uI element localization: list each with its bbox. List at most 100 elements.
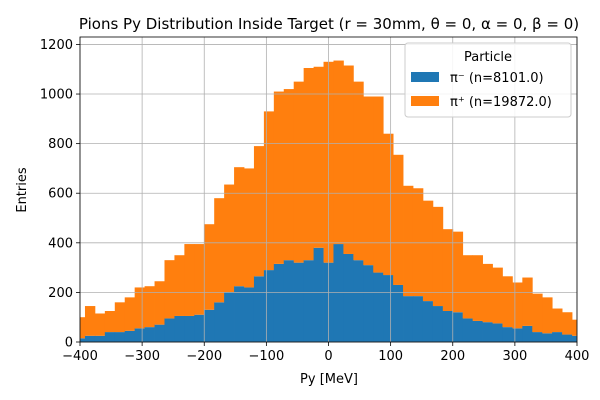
bar-pi-minus [253,276,265,342]
y-tick-label: 400 [48,236,73,251]
bar-pi-plus [204,224,215,310]
bar-pi-plus [333,60,344,245]
bar-pi-minus [283,260,295,342]
bar-pi-minus [353,260,364,342]
bar-pi-plus [542,297,553,334]
bar-pi-plus [273,91,285,264]
bar-pi-plus [124,297,136,331]
bar-pi-minus [80,338,86,342]
bar-pi-minus [442,311,454,342]
bar-pi-plus [194,244,205,315]
bar-pi-plus [104,311,116,333]
bar-pi-minus [333,244,344,342]
bar-pi-plus [224,184,235,293]
x-tick-label: −300 [124,349,160,364]
bar-pi-plus [462,255,474,319]
bar-pi-minus [552,332,563,342]
bar-pi-minus [512,328,523,342]
bar-pi-minus [164,318,175,342]
bar-pi-minus [412,296,424,342]
bar-pi-minus [462,318,474,342]
y-axis-label: Entries [15,167,30,213]
bar-pi-plus [144,286,155,328]
bar-pi-plus [492,267,503,324]
bar-pi-minus [204,309,215,342]
bar-pi-minus [393,284,404,342]
bar-pi-minus [144,327,155,342]
bar-pi-minus [422,301,434,342]
bar-pi-minus [124,330,136,342]
bar-pi-minus [532,332,543,342]
bar-pi-plus [472,255,483,321]
bar-pi-plus [244,168,255,288]
bar-pi-plus [452,231,464,313]
bar-pi-minus [273,263,285,342]
bar-pi-plus [234,167,245,287]
bar-pi-minus [84,335,96,342]
chart-title: Pions Py Distribution Inside Target (r =… [79,15,579,33]
bar-pi-minus [214,302,225,342]
bar-pi-minus [432,306,444,342]
bar-pi-minus [373,272,384,342]
x-tick-label: −400 [62,349,98,364]
legend-swatch-pi-plus [411,96,439,106]
legend-title: Particle [464,50,512,65]
bar-pi-plus [422,200,434,302]
bar-pi-plus [363,96,374,266]
bar-pi-minus [263,270,275,342]
bar-pi-plus [512,282,523,329]
bar-pi-minus [293,262,305,342]
bar-pi-plus [403,185,414,297]
bar-pi-minus [492,323,503,342]
bar-pi-plus [552,308,563,333]
bar-pi-minus [502,327,513,342]
bar-pi-plus [393,154,404,285]
legend-label-pi-plus: π⁺ (n=19872.0) [450,95,552,110]
x-tick-label: 100 [378,349,403,364]
bar-pi-plus [214,198,225,303]
bar-pi-plus [383,133,394,276]
y-tick-label: 200 [48,286,73,301]
bar-pi-minus [562,334,573,342]
bar-pi-minus [452,312,464,342]
bar-pi-minus [134,328,146,342]
x-tick-label: 300 [502,349,527,364]
bar-pi-plus [343,65,354,254]
y-tick-label: 800 [48,137,73,152]
legend-label-pi-minus: π⁻ (n=8101.0) [450,71,544,86]
y-tick-label: 1000 [40,88,73,103]
bar-pi-plus [184,244,195,316]
bar-pi-plus [432,206,444,307]
bar-pi-plus [303,67,314,261]
bar-pi-plus [84,306,96,336]
bar-pi-plus [114,302,126,333]
bar-pi-minus [482,322,493,342]
bar-pi-minus [184,315,195,342]
bar-pi-minus [104,332,116,342]
bar-pi-minus [194,314,205,342]
bar-pi-minus [572,335,577,342]
bar-pi-plus [253,146,265,277]
bars [80,60,577,342]
bar-pi-plus [263,111,275,271]
legend-swatch-pi-minus [411,72,439,82]
bar-pi-minus [303,260,314,342]
x-axis-label: Py [MeV] [300,372,358,387]
bar-pi-minus [234,286,245,342]
x-tick-label: −100 [249,349,285,364]
bar-pi-minus [403,296,414,342]
bar-pi-minus [363,265,374,342]
bar-pi-plus [313,66,324,248]
bar-pi-plus [174,255,185,316]
bar-pi-plus [532,293,543,333]
bar-pi-minus [244,287,255,342]
bar-pi-minus [343,253,354,342]
y-tick-label: 600 [48,187,73,202]
bar-pi-minus [114,332,126,342]
bar-pi-minus [224,292,235,342]
bar-pi-minus [313,247,324,342]
bar-pi-plus [283,89,295,261]
y-tick-label: 0 [65,336,73,351]
legend-frame [404,42,572,118]
